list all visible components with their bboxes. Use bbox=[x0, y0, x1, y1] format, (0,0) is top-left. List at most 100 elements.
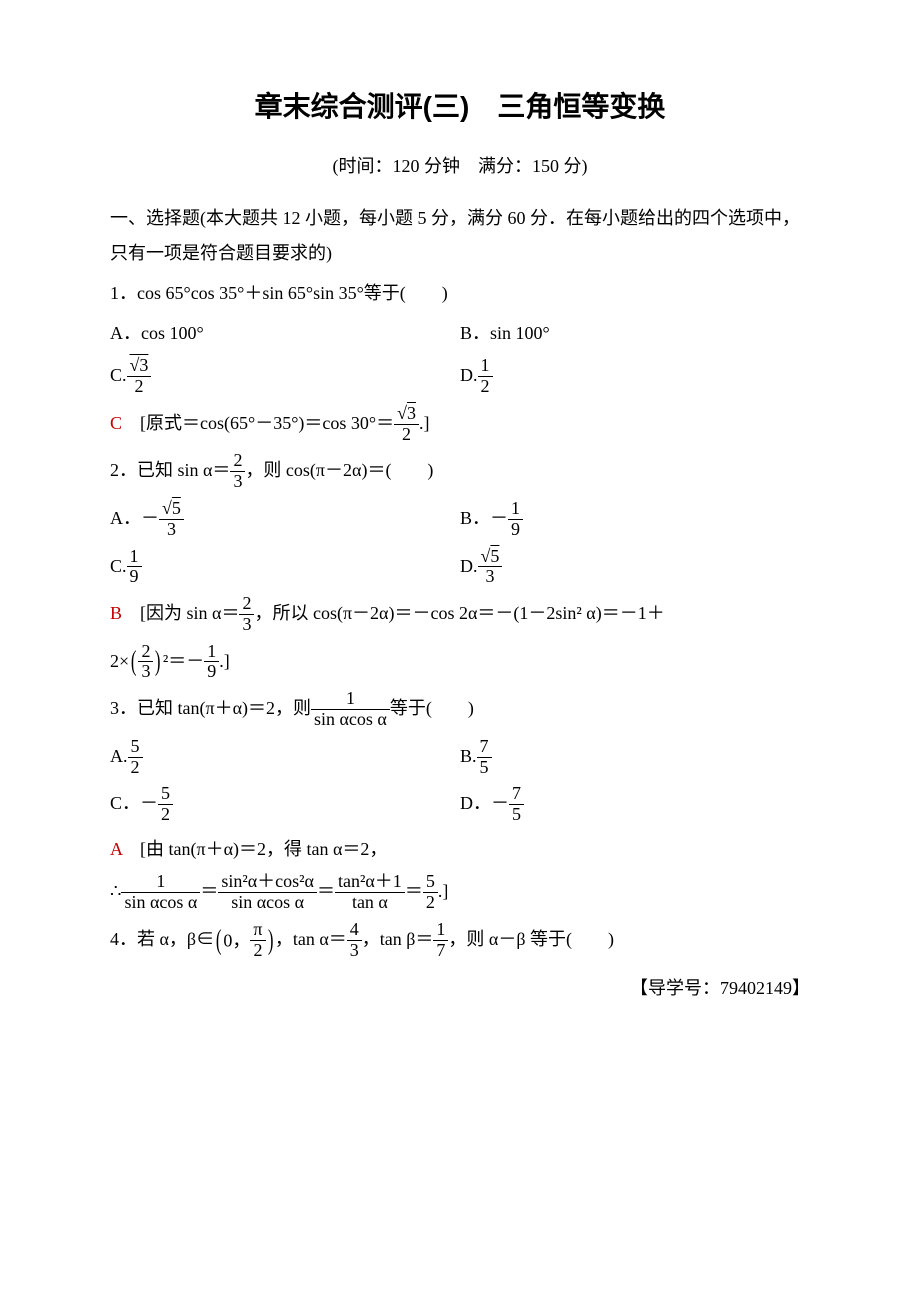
q3-b-den: 5 bbox=[477, 758, 492, 779]
q3-options-row2: C．－52 D．－75 bbox=[110, 784, 810, 826]
q2-c-den: 9 bbox=[127, 567, 142, 588]
q3-b-num: 7 bbox=[477, 737, 492, 758]
q2-d-den: 3 bbox=[478, 567, 503, 588]
q2-a-label: A．－ bbox=[110, 508, 159, 528]
q1-c-num: √3 bbox=[127, 356, 152, 377]
q2-paren-num: 2 bbox=[138, 642, 153, 663]
q3-opt-b: B.75 bbox=[460, 737, 810, 779]
q3-c-label: C．－ bbox=[110, 793, 158, 813]
q1-expl-den: 2 bbox=[394, 425, 419, 446]
q2-b-label: B．－ bbox=[460, 508, 508, 528]
q4-f1-num: 4 bbox=[347, 920, 362, 941]
q2-c-num: 1 bbox=[127, 547, 142, 568]
q3-options-row1: A.52 B.75 bbox=[110, 737, 810, 779]
q3-e2-prefix: ∴ bbox=[110, 881, 121, 901]
q4-f2-den: 7 bbox=[433, 941, 448, 962]
q2-stem-den: 3 bbox=[230, 472, 245, 493]
q1-expl-suffix: .] bbox=[419, 413, 430, 433]
q3-opt-c: C．－52 bbox=[110, 784, 460, 826]
q2-expl-mid: ，所以 cos(π－2α)＝－cos 2α＝－(1－2sin² α)＝－1＋ bbox=[254, 603, 664, 623]
doc-subtitle: (时间：120 分钟 满分：150 分) bbox=[110, 149, 810, 183]
q2-stem-prefix: 2．已知 sin α＝ bbox=[110, 460, 230, 480]
q1-c-den: 2 bbox=[127, 377, 152, 398]
q2-l2-prefix: 2× bbox=[110, 651, 129, 671]
q3-c-den: 2 bbox=[158, 805, 173, 826]
q1-opt-a: A．cos 100° bbox=[110, 316, 460, 350]
q1-stem: 1．cos 65°cos 35°＋sin 65°sin 35°等于( ) bbox=[110, 276, 810, 310]
q3-a-den: 2 bbox=[128, 758, 143, 779]
q2-expl-prefix: [因为 sin α＝ bbox=[122, 603, 239, 623]
q2-opt-d: D.√53 bbox=[460, 547, 810, 589]
q1-expl-num: √3 bbox=[394, 404, 419, 425]
q2-b-den: 9 bbox=[508, 520, 523, 541]
q2-opt-a: A．－√53 bbox=[110, 499, 460, 541]
q2-opt-b: B．－19 bbox=[460, 499, 810, 541]
q3-d-label: D．－ bbox=[460, 793, 509, 813]
q3-c-num: 5 bbox=[158, 784, 173, 805]
q3-e2-f3d: tan α bbox=[335, 893, 405, 914]
q3-ans: A bbox=[110, 839, 122, 859]
q3-e2-f2n: sin²α＋cos²α bbox=[218, 872, 317, 893]
q3-opt-a: A.52 bbox=[110, 737, 460, 779]
q3-a-num: 5 bbox=[128, 737, 143, 758]
q3-stem-num: 1 bbox=[311, 689, 390, 710]
q3-answer-l2: ∴1sin αcos α＝sin²α＋cos²αsin αcos α＝tan²α… bbox=[110, 872, 810, 914]
q2-stem: 2．已知 sin α＝23，则 cos(π－2α)＝( ) bbox=[110, 451, 810, 493]
q2-ans: B bbox=[110, 603, 122, 623]
q4-hi-den: 2 bbox=[250, 941, 265, 962]
q4-f1-den: 3 bbox=[347, 941, 362, 962]
q2-opt-c: C.19 bbox=[110, 547, 460, 589]
q2-res-num: 1 bbox=[204, 642, 219, 663]
doc-title: 章末综合测评(三) 三角恒等变换 bbox=[110, 80, 810, 133]
q2-options-row2: C.19 D.√53 bbox=[110, 547, 810, 589]
q2-answer-l1: B [因为 sin α＝23，所以 cos(π－2α)＝－cos 2α＝－(1－… bbox=[110, 594, 810, 636]
q2-b-num: 1 bbox=[508, 499, 523, 520]
q3-e2-f4d: 2 bbox=[423, 893, 438, 914]
comma: ， bbox=[232, 931, 250, 951]
eq1: ＝ bbox=[200, 881, 218, 901]
q4-suffix: ，则 α－β 等于( ) bbox=[448, 929, 614, 949]
eq2: ＝ bbox=[317, 881, 335, 901]
eq3: ＝ bbox=[405, 881, 423, 901]
q4-mid2: ，tan β＝ bbox=[362, 929, 434, 949]
q3-expl-l1: [由 tan(π＋α)＝2，得 tan α＝2， bbox=[122, 839, 387, 859]
q3-e2-f2d: sin αcos α bbox=[218, 893, 317, 914]
q3-stem-den: sin αcos α bbox=[311, 710, 390, 731]
q3-opt-d: D．－75 bbox=[460, 784, 810, 826]
q2-stem-num: 2 bbox=[230, 451, 245, 472]
q3-e2-f1d: sin αcos α bbox=[121, 893, 200, 914]
q1-options-row2: C.√32 D.12 bbox=[110, 356, 810, 398]
q1-d-den: 2 bbox=[478, 377, 493, 398]
q1-opt-c: C.√32 bbox=[110, 356, 460, 398]
q2-sq: ²＝－ bbox=[163, 651, 204, 671]
q4-mid1: ，tan α＝ bbox=[275, 929, 347, 949]
q3-e2-f1n: 1 bbox=[121, 872, 200, 893]
q3-answer-l1: A [由 tan(π＋α)＝2，得 tan α＝2， bbox=[110, 832, 810, 866]
section-1-head: 一、选择题(本大题共 12 小题，每小题 5 分，满分 60 分．在每小题给出的… bbox=[110, 201, 810, 269]
q2-stem-suffix: ，则 cos(π－2α)＝( ) bbox=[245, 460, 433, 480]
q1-opt-d-label: D. bbox=[460, 365, 478, 385]
q2-options-row1: A．－√53 B．－19 bbox=[110, 499, 810, 541]
q3-e2-f3n: tan²α＋1 bbox=[335, 872, 405, 893]
q2-c-label: C. bbox=[110, 555, 127, 575]
q2-d-label: D. bbox=[460, 555, 478, 575]
q2-a-den: 3 bbox=[159, 520, 184, 541]
q3-stem: 3．已知 tan(π＋α)＝2，则1sin αcos α等于( ) bbox=[110, 689, 810, 731]
q4-stem: 4．若 α，β∈(0，π2)，tan α＝43，tan β＝17，则 α－β 等… bbox=[110, 920, 810, 962]
q3-d-num: 7 bbox=[509, 784, 524, 805]
q3-a-label: A. bbox=[110, 746, 128, 766]
q4-f2-num: 1 bbox=[433, 920, 448, 941]
q2-d-num: √5 bbox=[478, 547, 503, 568]
q1-opt-d: D.12 bbox=[460, 356, 810, 398]
q2-res-den: 9 bbox=[204, 662, 219, 683]
q3-stem-suffix: 等于( ) bbox=[390, 698, 474, 718]
q1-expl-prefix: [原式＝cos(65°－35°)＝cos 30°＝ bbox=[122, 413, 394, 433]
q2-a-num: √5 bbox=[159, 499, 184, 520]
q4-hi-num: π bbox=[250, 920, 265, 941]
q1-opt-b: B．sin 100° bbox=[460, 316, 810, 350]
q1-options-row1: A．cos 100° B．sin 100° bbox=[110, 316, 810, 350]
q1-answer: C [原式＝cos(65°－35°)＝cos 30°＝√32.] bbox=[110, 404, 810, 446]
q3-b-label: B. bbox=[460, 746, 477, 766]
q1-ans: C bbox=[110, 413, 122, 433]
q2-ef1-num: 2 bbox=[239, 594, 254, 615]
